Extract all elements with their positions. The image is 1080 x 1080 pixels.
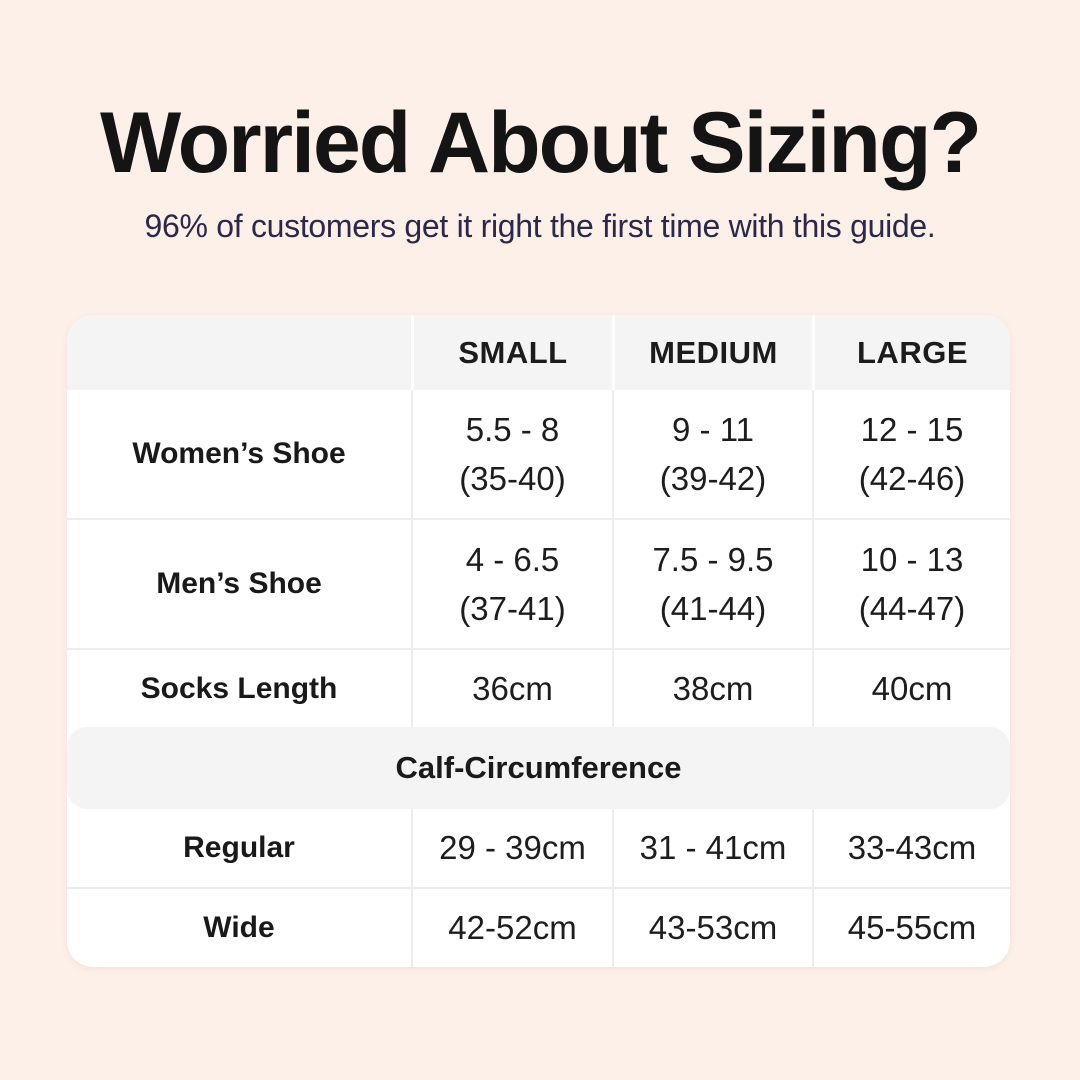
row-label-socks-length: Socks Length	[140, 671, 338, 705]
cell-mens-small: 4 - 6.5 (37-41)	[411, 520, 612, 648]
cell-wide-medium: 43-53cm	[612, 889, 812, 967]
row-label-regular: Regular	[183, 831, 295, 864]
page-title: Worried About Sizing?	[99, 95, 982, 191]
cell-line-eu-sizes: (44-47)	[858, 590, 966, 627]
cell-womens-large: 12 - 15 (42-46)	[812, 390, 1010, 518]
cell-line-sizes: 7.5 - 9.5	[652, 540, 774, 578]
cell-socks-large: 40cm	[812, 650, 1010, 727]
header-cell-large: LARGE	[812, 315, 1010, 390]
header-cell-small: SMALL	[411, 315, 612, 390]
cell-line-sizes: 10 - 13	[860, 540, 964, 578]
cell-line-sizes: 9 - 11	[672, 410, 754, 448]
table-header-row: SMALL MEDIUM LARGE	[67, 315, 1010, 390]
cell-line-eu-sizes: (41-44)	[659, 590, 767, 627]
table-row-wide: Wide 42-52cm 43-53cm 45-55cm	[67, 887, 1010, 967]
cell-socks-small: 36cm	[411, 650, 612, 727]
cell-line-eu-sizes: (37-41)	[459, 590, 566, 627]
row-label-womens-shoe: Women’s Shoe	[132, 437, 346, 470]
cell-regular-medium: 31 - 41cm	[612, 809, 812, 887]
row-label-wide: Wide	[203, 911, 275, 944]
cell-mens-medium: 7.5 - 9.5 (41-44)	[612, 520, 812, 648]
size-table: SMALL MEDIUM LARGE Women’s Shoe 5.5 - 8 …	[67, 315, 1010, 967]
cell-wide-large: 45-55cm	[812, 889, 1010, 967]
page-subtitle: 96% of customers get it right the first …	[144, 208, 936, 244]
cell-line-sizes: 12 - 15	[860, 410, 964, 448]
table-row-socks-length: Socks Length 36cm 38cm 40cm	[67, 648, 1010, 727]
header-cell-medium: MEDIUM	[612, 315, 812, 390]
cell-wide-small: 42-52cm	[411, 889, 612, 967]
cell-line-sizes: 4 - 6.5	[465, 540, 560, 578]
section-band-calf-circumference: Calf-Circumference	[67, 727, 1010, 809]
cell-line-eu-sizes: (42-46)	[858, 460, 966, 497]
cell-line-eu-sizes: (39-42)	[659, 460, 767, 497]
cell-line-eu-sizes: (35-40)	[459, 460, 566, 497]
cell-socks-medium: 38cm	[612, 650, 812, 727]
table-row-mens-shoe: Men’s Shoe 4 - 6.5 (37-41) 7.5 - 9.5 (41…	[67, 518, 1010, 648]
row-label-mens-shoe: Men’s Shoe	[156, 567, 322, 600]
cell-line-sizes: 5.5 - 8	[465, 410, 560, 448]
header-cell-empty	[67, 315, 411, 390]
section-band-label: Calf-Circumference	[395, 750, 682, 785]
cell-regular-large: 33-43cm	[812, 809, 1010, 887]
table-row-regular: Regular 29 - 39cm 31 - 41cm 33-43cm	[67, 809, 1010, 887]
cell-womens-medium: 9 - 11 (39-42)	[612, 390, 812, 518]
cell-womens-small: 5.5 - 8 (35-40)	[411, 390, 612, 518]
cell-mens-large: 10 - 13 (44-47)	[812, 520, 1010, 648]
table-row-womens-shoe: Women’s Shoe 5.5 - 8 (35-40) 9 - 11 (39-…	[67, 390, 1010, 518]
cell-regular-small: 29 - 39cm	[411, 809, 612, 887]
